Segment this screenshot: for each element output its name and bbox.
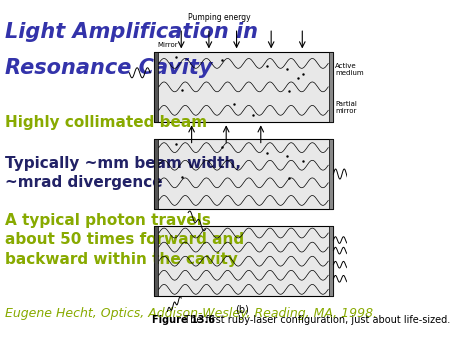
Text: Eugene Hecht, Optics, Addison-Wesley, Reading, MA, 1998.: Eugene Hecht, Optics, Addison-Wesley, Re… [5,307,377,320]
Bar [153,52,158,122]
Text: (b): (b) [235,305,249,315]
FancyBboxPatch shape [153,52,333,122]
Text: Typically ~mm beam width,
~mrad divergence: Typically ~mm beam width, ~mrad divergen… [5,155,241,190]
Bar [329,139,333,209]
FancyBboxPatch shape [153,139,333,209]
Text: Partial
mirror: Partial mirror [335,101,357,115]
Text: Resonance Cavity: Resonance Cavity [5,58,212,78]
Text: Mirror: Mirror [157,42,178,48]
Text: Active
medium: Active medium [335,63,364,76]
Bar [329,226,333,296]
Text: Light Amplification in: Light Amplification in [5,22,258,42]
FancyBboxPatch shape [153,226,333,296]
Bar [329,52,333,122]
Text: The first ruby-laser configuration, just about life-sized.: The first ruby-laser configuration, just… [178,315,450,325]
Bar [153,139,158,209]
Text: Figure 13.6: Figure 13.6 [152,315,215,325]
Text: Highly collimated beam: Highly collimated beam [5,115,207,130]
Bar [153,226,158,296]
Text: Pumping energy: Pumping energy [188,13,251,22]
Text: A typical photon travels
about 50 times forward and
backward within the cavity: A typical photon travels about 50 times … [5,213,244,267]
